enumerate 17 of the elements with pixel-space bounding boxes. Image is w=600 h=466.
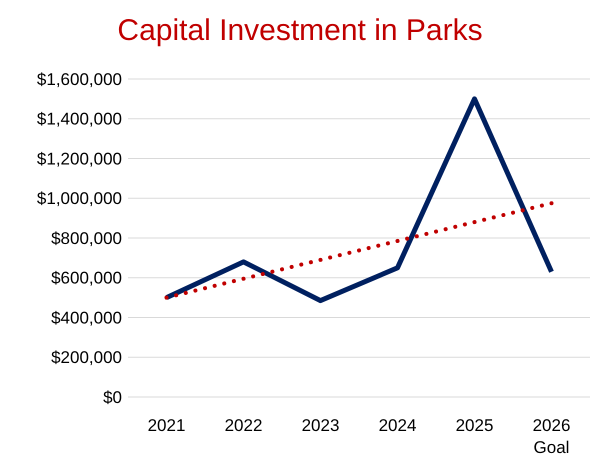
x-tick-label: 2021 (148, 416, 186, 435)
line-series (164, 201, 554, 300)
y-tick-label: $800,000 (51, 228, 122, 248)
x-tick-label: 2025 (456, 416, 494, 435)
y-tick-label: $600,000 (51, 268, 122, 288)
y-tick-label: $1,400,000 (36, 110, 122, 129)
x-tick-label: 2024 (378, 416, 416, 435)
x-tick-label: 2026 Goal (532, 416, 570, 457)
y-tick-label: $200,000 (51, 348, 122, 368)
y-tick-label: $400,000 (51, 308, 122, 328)
y-tick-label: $1,000,000 (36, 189, 122, 208)
x-tick-label: 2023 (302, 416, 340, 435)
y-tick-label: $1,600,000 (36, 70, 122, 89)
y-tick-label: $0 (103, 388, 122, 407)
x-tick-label: 2022 (224, 416, 262, 435)
y-tick-label: $1,200,000 (36, 149, 122, 168)
chart-title: Capital Investment in Parks (117, 14, 483, 47)
